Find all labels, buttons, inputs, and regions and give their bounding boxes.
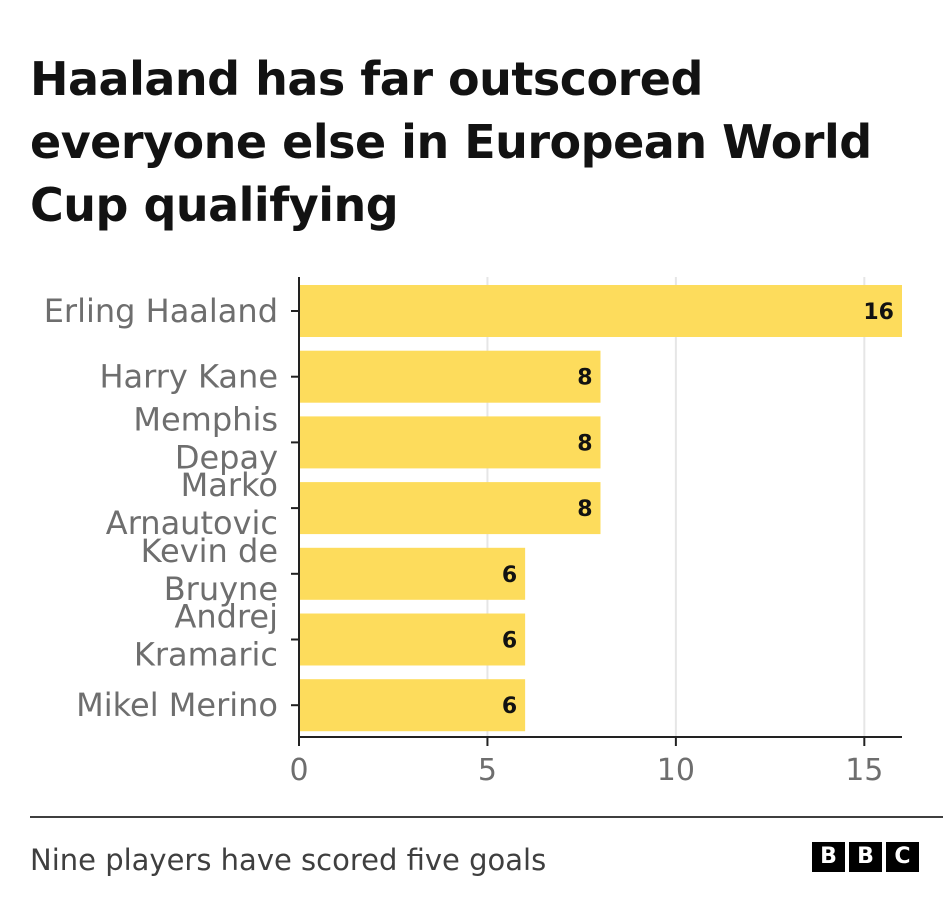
bar [299, 350, 601, 403]
bbc-logo-block: B [812, 842, 845, 872]
bar-chart: Erling Haaland Harry Kane Memphis DepayMark… [44, 277, 902, 788]
data-label: 8 [577, 366, 592, 391]
y-tick-label: Memphis Depay [133, 400, 278, 476]
bar [299, 547, 526, 600]
y-tick-label: Mikel Merino [76, 686, 278, 724]
x-tick-label: 10 [657, 753, 695, 788]
data-label: 8 [577, 497, 592, 522]
bar [299, 613, 526, 666]
y-tick-label: Erling Haaland [44, 292, 278, 330]
data-label: 6 [502, 629, 517, 654]
y-tick-label: Harry Kane [99, 358, 278, 396]
bar [299, 416, 601, 469]
bbc-logo: B B C [812, 842, 919, 872]
bbc-logo-block: B [849, 842, 882, 872]
y-tick-label: Kevin de Bruyne [141, 532, 278, 608]
y-tick-label: Marko Arnautovic [106, 466, 278, 542]
x-tick-label: 15 [845, 753, 883, 788]
bar [299, 679, 526, 732]
footer-divider [30, 816, 943, 818]
data-label: 6 [502, 694, 517, 719]
bar [299, 285, 902, 337]
bar [299, 482, 601, 535]
data-label: 16 [863, 300, 894, 325]
bbc-logo-block: C [886, 842, 919, 872]
x-tick-label: 5 [478, 753, 497, 788]
footnote: Nine players have scored five goals [30, 843, 547, 877]
data-label: 6 [502, 563, 517, 588]
chart-title: Haaland has far outscored everyone else … [30, 52, 872, 232]
y-tick-label: Andrej Kramaric [134, 598, 278, 674]
x-tick-label: 0 [289, 753, 308, 788]
data-label: 8 [577, 431, 592, 456]
